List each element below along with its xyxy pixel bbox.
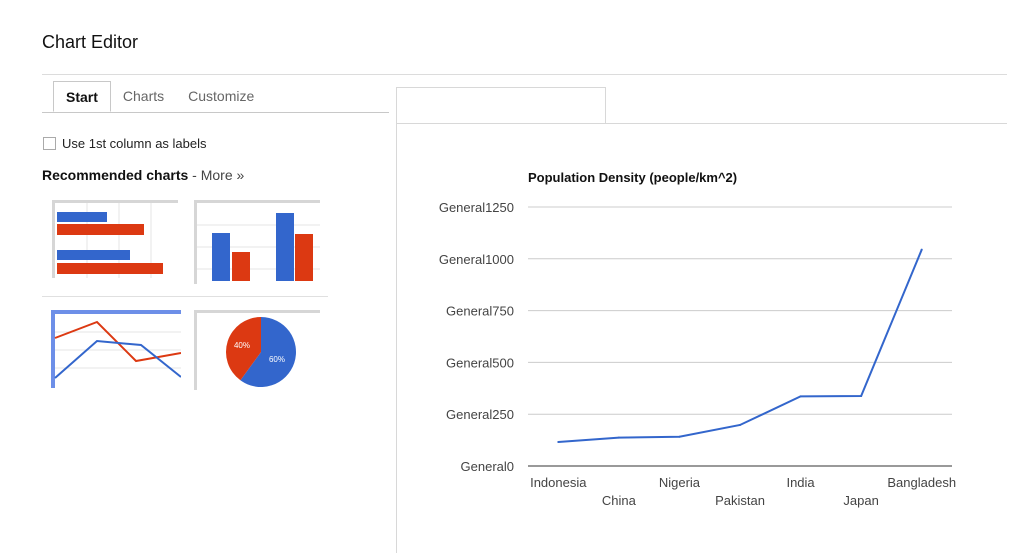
recommended-charts-heading: Recommended charts - More » (42, 167, 244, 183)
chart-series (557, 248, 923, 443)
data-point (617, 436, 620, 439)
data-point (557, 440, 560, 443)
data-point (799, 395, 802, 398)
y-tick-label: General1000 (439, 252, 514, 267)
use-first-column-checkbox[interactable] (43, 137, 56, 150)
bar-chart-thumbnail-icon (52, 200, 178, 278)
x-tick-label: Indonesia (530, 475, 587, 490)
line-chart-thumbnail[interactable] (51, 310, 181, 388)
pie-label-blue: 60% (269, 355, 285, 364)
tab-customize[interactable]: Customize (188, 88, 255, 104)
x-tick-label: China (602, 493, 637, 508)
data-point (860, 394, 863, 397)
preview-left-border (396, 123, 397, 553)
pie-label-red: 40% (234, 341, 250, 350)
chart-gridlines (528, 206, 952, 467)
thumbnails-divider (42, 296, 328, 297)
pie-chart-thumbnail[interactable]: 40% 60% (194, 310, 320, 390)
bar-chart-thumbnail[interactable] (52, 200, 178, 278)
line-chart-thumbnail-icon (51, 310, 181, 388)
column-chart-thumbnail-icon (194, 200, 320, 284)
x-tick-label: Pakistan (715, 493, 765, 508)
editor-tabs: Start Charts Customize (53, 81, 266, 112)
preview-divider (396, 123, 1007, 124)
chart-title: Population Density (people/km^2) (528, 170, 737, 185)
preview-tab (396, 87, 606, 124)
x-tick-label: Nigeria (659, 475, 701, 490)
use-first-column-label: Use 1st column as labels (62, 136, 207, 151)
data-point (678, 435, 681, 438)
x-tick-label: Bangladesh (887, 475, 956, 490)
tab-start[interactable]: Start (53, 81, 111, 112)
chart-x-axis: Indonesia China Nigeria Pakistan India Japan B… (530, 475, 956, 508)
y-tick-label: General500 (446, 355, 514, 370)
more-charts-link[interactable]: More » (200, 167, 245, 183)
x-tick-label: India (786, 475, 815, 490)
data-point (739, 423, 741, 426)
chart-editor-title: Chart Editor (42, 32, 139, 52)
chart-y-axis: General0 General250 General500 General750 Ge… (439, 200, 514, 474)
tabs-divider (42, 112, 389, 113)
data-point (920, 248, 923, 251)
y-tick-label: General750 (446, 304, 514, 319)
recommended-separator: - (188, 167, 201, 183)
series-line (558, 249, 923, 443)
y-tick-label: General250 (446, 407, 514, 422)
y-tick-label: General1250 (439, 200, 514, 215)
use-first-column-row: Use 1st column as labels (43, 136, 207, 151)
y-tick-label: General0 (461, 459, 514, 474)
column-chart-thumbnail[interactable] (194, 200, 320, 284)
x-tick-label: Japan (843, 493, 878, 508)
tab-charts[interactable]: Charts (122, 88, 165, 104)
line-chart-preview: Population Density (people/km^2) General… (439, 170, 956, 508)
header-divider (42, 74, 1007, 75)
pie-chart-thumbnail-icon: 40% 60% (194, 310, 320, 390)
recommended-charts-label: Recommended charts (42, 167, 189, 183)
